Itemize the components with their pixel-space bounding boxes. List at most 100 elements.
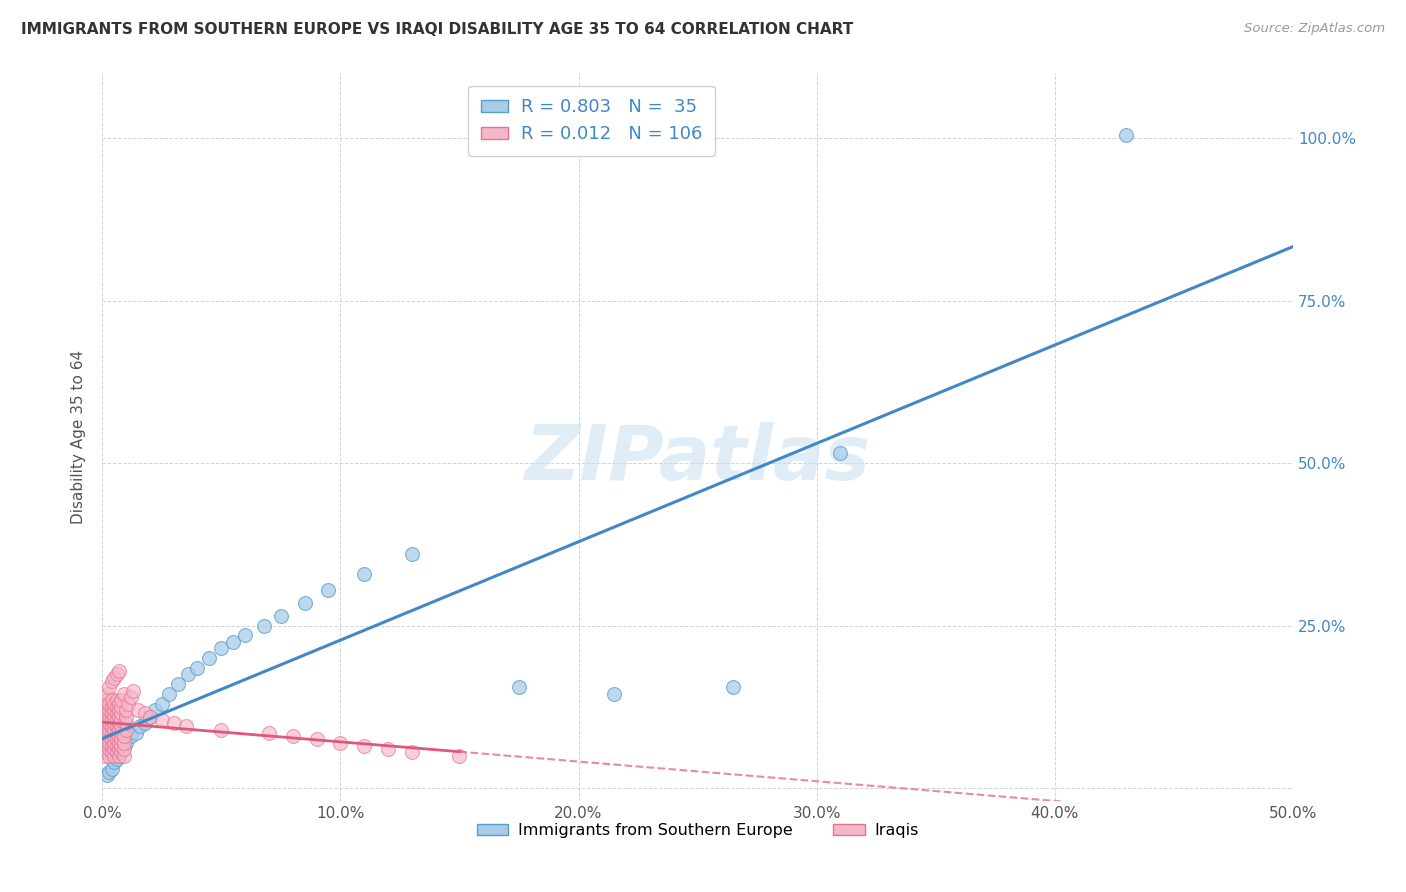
Point: [103, 671, 125, 685]
Point: [108, 664, 131, 678]
Point: [96, 693, 118, 707]
Point: [103, 709, 125, 723]
Point: [270, 608, 292, 623]
Legend: Immigrants from Southern Europe, Iraqis: Immigrants from Southern Europe, Iraqis: [470, 816, 925, 844]
Point: [96, 746, 118, 760]
Point: [115, 703, 138, 717]
Y-axis label: Disability Age 35 to 64: Disability Age 35 to 64: [72, 350, 86, 524]
Point: [124, 726, 146, 740]
Point: [120, 690, 142, 705]
Point: [93, 697, 115, 711]
Point: [167, 677, 190, 691]
Point: [93, 690, 115, 705]
Point: [108, 748, 131, 763]
Point: [139, 709, 162, 723]
Point: [93, 703, 115, 717]
Point: [401, 547, 423, 561]
Point: [150, 713, 173, 727]
Point: [112, 742, 135, 756]
Point: [233, 628, 256, 642]
Point: [96, 768, 118, 782]
Point: [96, 732, 118, 747]
Point: [103, 729, 125, 743]
Point: [1115, 128, 1137, 142]
Point: [449, 748, 471, 763]
Point: [100, 673, 122, 688]
Point: [98, 729, 121, 743]
Point: [318, 582, 340, 597]
Point: [112, 687, 135, 701]
Point: [98, 742, 121, 756]
Point: [127, 703, 149, 717]
Point: [110, 693, 132, 707]
Point: [120, 729, 142, 743]
Point: [112, 736, 135, 750]
Point: [105, 739, 128, 753]
Point: [93, 729, 115, 743]
Point: [96, 713, 118, 727]
Point: [93, 736, 115, 750]
Point: [122, 683, 145, 698]
Text: Source: ZipAtlas.com: Source: ZipAtlas.com: [1244, 22, 1385, 36]
Point: [105, 752, 128, 766]
Point: [353, 566, 375, 581]
Point: [96, 706, 118, 721]
Point: [186, 661, 208, 675]
Point: [96, 700, 118, 714]
Point: [110, 713, 132, 727]
Point: [108, 703, 131, 717]
Point: [98, 681, 121, 695]
Point: [110, 746, 132, 760]
Point: [100, 739, 122, 753]
Point: [134, 716, 156, 731]
Point: [112, 739, 135, 753]
Point: [100, 713, 122, 727]
Point: [257, 726, 280, 740]
Point: [174, 719, 197, 733]
Point: [93, 723, 115, 737]
Point: [129, 719, 152, 733]
Point: [103, 703, 125, 717]
Point: [115, 736, 138, 750]
Point: [103, 748, 125, 763]
Point: [603, 687, 626, 701]
Point: [103, 736, 125, 750]
Point: [377, 742, 399, 756]
Point: [108, 709, 131, 723]
Point: [98, 709, 121, 723]
Point: [353, 739, 375, 753]
Point: [98, 764, 121, 779]
Point: [143, 703, 166, 717]
Point: [110, 732, 132, 747]
Point: [100, 693, 122, 707]
Point: [198, 651, 221, 665]
Point: [112, 748, 135, 763]
Point: [100, 726, 122, 740]
Point: [112, 729, 135, 743]
Point: [103, 756, 125, 770]
Text: IMMIGRANTS FROM SOUTHERN EUROPE VS IRAQI DISABILITY AGE 35 TO 64 CORRELATION CHA: IMMIGRANTS FROM SOUTHERN EUROPE VS IRAQI…: [21, 22, 853, 37]
Point: [209, 641, 232, 656]
Point: [105, 713, 128, 727]
Point: [110, 706, 132, 721]
Point: [98, 697, 121, 711]
Point: [96, 719, 118, 733]
Point: [139, 709, 162, 723]
Point: [110, 726, 132, 740]
Point: [96, 726, 118, 740]
Point: [93, 742, 115, 756]
Point: [100, 746, 122, 760]
Point: [98, 723, 121, 737]
Point: [93, 748, 115, 763]
Point: [401, 746, 423, 760]
Point: [150, 697, 173, 711]
Point: [508, 681, 530, 695]
Point: [294, 596, 316, 610]
Point: [98, 703, 121, 717]
Point: [98, 748, 121, 763]
Point: [108, 716, 131, 731]
Point: [110, 739, 132, 753]
Point: [105, 693, 128, 707]
Point: [253, 618, 276, 632]
Point: [93, 716, 115, 731]
